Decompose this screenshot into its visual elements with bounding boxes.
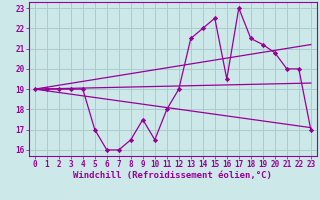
X-axis label: Windchill (Refroidissement éolien,°C): Windchill (Refroidissement éolien,°C) <box>73 171 272 180</box>
